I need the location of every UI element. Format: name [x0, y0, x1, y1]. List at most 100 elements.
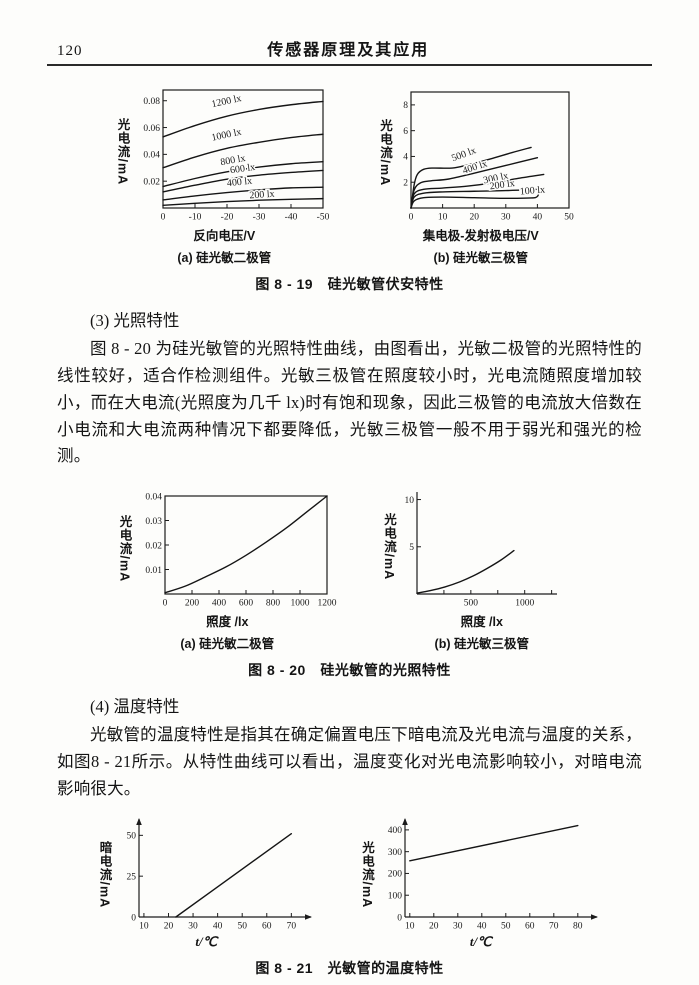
svg-text:40: 40 [212, 921, 222, 931]
svg-text:200: 200 [184, 598, 199, 608]
svg-text:20: 20 [429, 921, 439, 931]
svg-text:50: 50 [126, 831, 136, 841]
section-3-body: 图 8 - 20 为硅光敏管的光照特性曲线，由图看出，光敏二极管的光照特性的线性… [57, 339, 642, 466]
fig-8-20b: 光电流/mA 500 1000 5 10 照度 /lx (b) 硅光敏三极管 [382, 484, 582, 652]
figure-8-19: 光电流/mA 0 -10 -20 -30 -40 -50 0.02 0.04 0.06 0.08 1… [57, 80, 642, 294]
svg-text:-10: -10 [188, 213, 201, 223]
figure-8-21: 暗电流/mA 10 20 30 40 50 60 70 0 25 50 t/℃ 光电流/mA 10… [57, 817, 642, 978]
svg-text:0.06: 0.06 [143, 124, 160, 134]
svg-text:300: 300 [388, 847, 403, 857]
svg-text:200 lx: 200 lx [489, 178, 516, 192]
svg-text:70: 70 [549, 921, 559, 931]
x-axis-label: 反向电压/V [193, 229, 256, 243]
y-axis-label: 光电流/mA [360, 840, 374, 909]
svg-text:2: 2 [403, 179, 408, 189]
svg-text:500: 500 [464, 598, 479, 608]
svg-text:80: 80 [573, 921, 583, 931]
svg-text:70: 70 [286, 921, 296, 931]
figure-8-19-charts: 光电流/mA 0 -10 -20 -30 -40 -50 0.02 0.04 0.06 0.08 1… [57, 80, 642, 266]
y-axis-label: 暗电流/mA [97, 840, 112, 909]
svg-text:-50: -50 [316, 213, 329, 223]
svg-text:1000: 1000 [290, 598, 309, 608]
svg-text:4: 4 [403, 153, 408, 163]
svg-text:10: 10 [405, 496, 415, 506]
svg-text:0.04: 0.04 [145, 492, 162, 502]
svg-text:0: 0 [160, 213, 165, 223]
figure-8-21-caption: 图 8 - 21 光敏管的温度特性 [255, 959, 444, 976]
fig-8-20a-plot: 0 200 400 600 800 1000 1200 0.01 0.02 0.03 0.04 [145, 492, 336, 608]
svg-text:0: 0 [131, 913, 136, 923]
y-axis-label: 光电流/mA [378, 119, 392, 187]
svg-text:800: 800 [265, 598, 280, 608]
svg-text:0.08: 0.08 [143, 97, 160, 107]
svg-text:-40: -40 [284, 213, 297, 223]
svg-text:1200 lx: 1200 lx [210, 93, 242, 110]
svg-text:0: 0 [409, 213, 414, 223]
svg-text:400 lx: 400 lx [226, 176, 252, 190]
svg-text:0.01: 0.01 [145, 566, 162, 576]
svg-text:20: 20 [469, 213, 479, 223]
svg-text:10: 10 [438, 213, 448, 223]
y-axis-label: 光电流/mA [117, 515, 132, 583]
svg-text:0.04: 0.04 [143, 151, 160, 161]
section-4-body: 光敏管的温度特性是指其在确定偏置电压下暗电流及光电流与温度的关系，如图8 - 2… [57, 725, 642, 798]
svg-text:0.02: 0.02 [143, 177, 160, 187]
svg-text:50: 50 [564, 213, 574, 223]
figure-8-20-charts: 光电流/mA 0 200 400 600 800 1000 1200 0.01 0.02 0.03… [57, 484, 642, 652]
svg-text:100: 100 [388, 891, 403, 901]
svg-text:1200: 1200 [317, 598, 336, 608]
svg-text:30: 30 [501, 213, 511, 223]
figure-8-20-caption: 图 8 - 20 硅光敏管的光照特性 [248, 661, 451, 678]
page-header: 120 传感器原理及其应用 [57, 36, 642, 59]
section-4-heading: (4) 温度特性 [90, 696, 180, 716]
svg-text:600 lx: 600 lx [229, 162, 256, 176]
svg-text:0: 0 [162, 598, 167, 608]
svg-text:6: 6 [403, 127, 408, 137]
subcaption-b: (b) 硅光敏三极管 [433, 251, 528, 265]
book-title: 传感器原理及其应用 [267, 42, 430, 59]
svg-text:400: 400 [388, 826, 403, 836]
fig-8-19a-plot: 0 -10 -20 -30 -40 -50 0.02 0.04 0.06 0.08 1200 lx 1… [143, 89, 329, 223]
figure-8-19-caption: 图 8 - 19 硅光敏管伏安特性 [255, 276, 444, 292]
svg-text:20: 20 [163, 921, 173, 931]
svg-text:5: 5 [409, 543, 414, 553]
svg-text:-20: -20 [220, 213, 233, 223]
svg-text:60: 60 [262, 921, 272, 931]
svg-text:30: 30 [188, 921, 198, 931]
svg-text:40: 40 [477, 921, 487, 931]
svg-text:40: 40 [533, 213, 543, 223]
svg-text:0.02: 0.02 [145, 541, 162, 551]
svg-text:100 lx: 100 lx [519, 184, 545, 197]
svg-text:400: 400 [211, 598, 226, 608]
svg-text:30: 30 [453, 921, 463, 931]
svg-text:200 lx: 200 lx [249, 189, 275, 202]
svg-text:50: 50 [501, 921, 511, 931]
subcaption-b: (b) 硅光敏三极管 [434, 636, 529, 651]
y-axis-label: 光电流/mA [382, 513, 396, 581]
x-axis-label: 集电极-发射极电压/V [422, 229, 539, 243]
x-axis-label: 照度 /lx [460, 614, 503, 629]
svg-text:600: 600 [238, 598, 253, 608]
figure-8-21-charts: 暗电流/mA 10 20 30 40 50 60 70 0 25 50 t/℃ 光电流/mA 10… [57, 817, 642, 950]
x-axis-label: t/℃ [469, 933, 492, 949]
svg-text:1000: 1000 [515, 598, 534, 608]
fig-8-20b-plot: 500 1000 5 10 [405, 491, 557, 608]
x-axis-label: t/℃ [195, 933, 218, 949]
subcaption-a: (a) 硅光敏二极管 [180, 636, 275, 651]
svg-text:10: 10 [139, 921, 149, 931]
figure-8-20: 光电流/mA 0 200 400 600 800 1000 1200 0.01 0.02 0.03… [57, 484, 642, 680]
svg-text:200: 200 [388, 869, 403, 879]
fig-8-19a: 光电流/mA 0 -10 -20 -30 -40 -50 0.02 0.04 0.06 0.08 1… [116, 80, 333, 266]
svg-text:25: 25 [126, 872, 136, 882]
header-rule [47, 64, 652, 66]
svg-text:0: 0 [397, 913, 402, 923]
fig-8-19b: 光电流/mA 0 10 20 30 40 50 2 4 6 8 500 lx 400 lx 300 lx… [378, 82, 584, 266]
svg-text:0.03: 0.03 [145, 517, 162, 527]
fig-8-21a: 暗电流/mA 10 20 30 40 50 60 70 0 25 50 t/℃ [98, 817, 315, 950]
page-number: 120 [57, 43, 83, 59]
svg-text:400 lx: 400 lx [461, 158, 488, 176]
section-3-heading: (3) 光照特性 [90, 311, 180, 330]
fig-8-20a: 光电流/mA 0 200 400 600 800 1000 1200 0.01 0.02 0.03… [118, 488, 337, 652]
